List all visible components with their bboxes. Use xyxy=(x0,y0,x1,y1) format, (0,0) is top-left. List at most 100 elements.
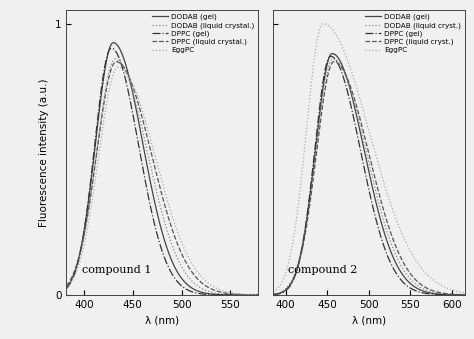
DPPC (gel) xyxy=(64,286,69,291)
DPPC (gel) xyxy=(97,101,102,105)
DPPC (liquid crystal.) xyxy=(97,131,102,135)
DPPC (gel) xyxy=(145,193,151,197)
DPPC (liquid crystal.) xyxy=(251,293,257,297)
DPPC (gel) xyxy=(438,293,443,297)
DPPC (gel) xyxy=(109,46,114,50)
Line: DPPC (liquid crystal.): DPPC (liquid crystal.) xyxy=(66,62,258,295)
Line: EggPC: EggPC xyxy=(66,67,258,295)
Line: DODAB (gel): DODAB (gel) xyxy=(66,43,258,295)
DPPC (liquid crystal.) xyxy=(113,60,119,64)
DODAB (gel) xyxy=(270,293,276,297)
DPPC (gel) xyxy=(251,293,257,297)
EggPC xyxy=(85,222,91,226)
DODAB (gel) xyxy=(292,273,298,277)
DPPC (liquid crystal.) xyxy=(255,293,261,297)
DODAB (gel) xyxy=(255,293,261,297)
DODAB (liquid crystal.) xyxy=(231,293,237,297)
EggPC xyxy=(97,148,102,152)
DPPC (liquid cryst.) xyxy=(303,226,309,230)
EggPC xyxy=(344,55,349,59)
DODAB (liquid crystal.) xyxy=(137,117,143,121)
Text: compound 1: compound 1 xyxy=(82,265,151,275)
DODAB (gel) xyxy=(303,221,309,225)
DPPC (gel) xyxy=(137,150,143,154)
DPPC (liquid cryst.) xyxy=(458,293,464,297)
DODAB (liquid crystal.) xyxy=(85,211,91,215)
DODAB (liquid crystal.) xyxy=(97,127,102,132)
DODAB (gel) xyxy=(352,106,358,110)
X-axis label: λ (nm): λ (nm) xyxy=(145,315,179,325)
DPPC (liquid cryst.) xyxy=(270,292,276,296)
EggPC xyxy=(64,286,69,290)
DODAB (gel) xyxy=(231,293,237,297)
EggPC xyxy=(145,128,151,133)
DODAB (liquid cryst.) xyxy=(344,76,349,80)
DODAB (gel) xyxy=(137,126,143,130)
EggPC xyxy=(270,290,276,294)
EggPC xyxy=(292,228,298,232)
DODAB (gel) xyxy=(251,293,257,297)
Line: DODAB (gel): DODAB (gel) xyxy=(273,54,465,295)
DPPC (gel) xyxy=(344,86,349,90)
EggPC xyxy=(231,291,237,295)
DODAB (liquid cryst.) xyxy=(458,293,464,297)
DPPC (liquid crystal.) xyxy=(137,107,143,111)
Line: DPPC (gel): DPPC (gel) xyxy=(66,48,258,295)
DODAB (gel) xyxy=(329,52,335,56)
Line: DODAB (liquid crystal.): DODAB (liquid crystal.) xyxy=(66,59,258,295)
X-axis label: λ (nm): λ (nm) xyxy=(352,315,386,325)
DODAB (gel) xyxy=(458,293,464,297)
DPPC (liquid cryst.) xyxy=(292,273,298,277)
DODAB (gel) xyxy=(97,107,102,111)
DPPC (liquid crystal.) xyxy=(85,209,91,213)
EggPC xyxy=(303,129,309,134)
DODAB (gel) xyxy=(85,201,91,205)
DPPC (gel) xyxy=(231,293,237,297)
DPPC (liquid cryst.) xyxy=(352,98,358,102)
DPPC (liquid crystal.) xyxy=(145,139,151,143)
DPPC (gel) xyxy=(352,121,358,125)
Line: DPPC (gel): DPPC (gel) xyxy=(273,56,465,295)
Line: EggPC: EggPC xyxy=(273,24,465,293)
DODAB (liquid cryst.) xyxy=(330,57,336,61)
DPPC (gel) xyxy=(462,293,467,297)
DODAB (gel) xyxy=(344,75,349,79)
DODAB (liquid cryst.) xyxy=(270,292,276,296)
EggPC xyxy=(462,291,467,295)
DPPC (liquid crystal.) xyxy=(64,284,69,288)
DPPC (liquid cryst.) xyxy=(344,75,349,79)
Line: DPPC (liquid cryst.): DPPC (liquid cryst.) xyxy=(273,62,465,295)
Legend: DODAB (gel), DODAB (liquid cryst.), DPPC (gel), DPPC (liquid cryst.), EggPC: DODAB (gel), DODAB (liquid cryst.), DPPC… xyxy=(364,12,462,55)
DPPC (gel) xyxy=(328,54,333,58)
EggPC xyxy=(115,65,121,69)
EggPC xyxy=(251,293,257,297)
DODAB (liquid cryst.) xyxy=(292,271,298,275)
DPPC (gel) xyxy=(85,199,91,203)
Line: DODAB (liquid cryst.): DODAB (liquid cryst.) xyxy=(273,59,465,295)
DODAB (gel) xyxy=(438,292,443,296)
DPPC (gel) xyxy=(303,219,309,223)
DPPC (liquid cryst.) xyxy=(438,291,443,295)
DPPC (liquid cryst.) xyxy=(331,60,337,64)
DODAB (liquid cryst.) xyxy=(462,293,467,297)
EggPC xyxy=(352,80,358,84)
Y-axis label: Fluorescence intensity (a.u.): Fluorescence intensity (a.u.) xyxy=(39,78,49,227)
Text: compound 2: compound 2 xyxy=(288,265,358,275)
DODAB (liquid crystal.) xyxy=(255,293,261,297)
DODAB (liquid cryst.) xyxy=(352,103,358,107)
DODAB (liquid crystal.) xyxy=(64,285,69,290)
DPPC (gel) xyxy=(270,293,276,297)
DODAB (liquid cryst.) xyxy=(303,220,309,224)
DPPC (gel) xyxy=(458,293,464,297)
DODAB (liquid crystal.) xyxy=(112,57,118,61)
EggPC xyxy=(137,101,143,105)
DPPC (gel) xyxy=(292,274,298,278)
DODAB (gel) xyxy=(64,286,69,290)
DODAB (gel) xyxy=(145,169,151,173)
EggPC xyxy=(255,293,261,297)
DPPC (gel) xyxy=(255,293,261,297)
DODAB (liquid crystal.) xyxy=(251,293,257,297)
DODAB (liquid cryst.) xyxy=(438,292,443,296)
EggPC xyxy=(438,283,443,287)
EggPC xyxy=(458,290,464,294)
